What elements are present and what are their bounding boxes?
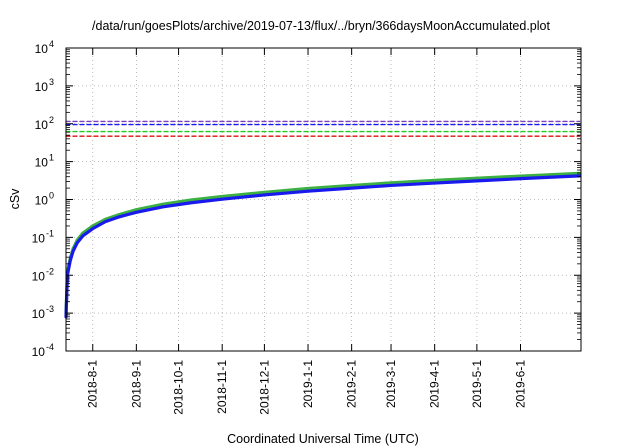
x-axis-label: Coordinated Universal Time (UTC) bbox=[227, 432, 419, 446]
y-tick-label: 102 bbox=[35, 115, 54, 132]
x-tick-label: 2019-3-1 bbox=[384, 360, 398, 408]
y-axis-label: cSv bbox=[8, 188, 22, 210]
x-tick-label: 2019-6-1 bbox=[513, 360, 527, 408]
y-tick-exponent: -3 bbox=[46, 304, 54, 314]
x-tick-label: 2019-4-1 bbox=[428, 360, 442, 408]
x-tick-label: 2019-1-1 bbox=[301, 360, 315, 408]
x-tick-label: 2018-12-1 bbox=[257, 360, 271, 415]
y-tick-exponent: 4 bbox=[49, 39, 54, 49]
y-tick-label: 100 bbox=[35, 191, 54, 208]
y-tick-exponent: 3 bbox=[49, 77, 54, 87]
y-tick-label: 10-3 bbox=[32, 304, 54, 321]
y-tick-exponent: 1 bbox=[49, 153, 54, 163]
y-tick-label: 10-1 bbox=[32, 228, 54, 245]
y-tick-exponent: 0 bbox=[49, 191, 54, 201]
y-tick-label: 104 bbox=[35, 39, 54, 56]
plot-frame bbox=[65, 47, 582, 352]
x-tick-label: 2018-8-1 bbox=[86, 360, 100, 408]
x-tick-label: 2018-10-1 bbox=[172, 360, 186, 415]
x-tick-label: 2018-9-1 bbox=[129, 360, 143, 408]
grid bbox=[66, 48, 581, 351]
y-tick-exponent: -1 bbox=[46, 228, 54, 238]
y-tick-label: 10-4 bbox=[32, 342, 54, 359]
y-tick-label: 101 bbox=[35, 153, 54, 170]
series-line-1 bbox=[64, 174, 582, 319]
plot-series bbox=[64, 120, 582, 319]
axis-ticks bbox=[66, 47, 581, 352]
y-tick-exponent: -2 bbox=[46, 266, 54, 276]
y-tick-exponent: -4 bbox=[46, 342, 54, 352]
x-tick-labels: 2018-8-1 2018-9-1 2018-10-1 2018-11-1 2018-1… bbox=[86, 360, 528, 415]
x-tick-label: 2019-5-1 bbox=[470, 360, 484, 408]
x-tick-label: 2018-11-1 bbox=[215, 360, 229, 414]
series-line-0 bbox=[64, 171, 582, 315]
y-tick-exponent: 2 bbox=[49, 115, 54, 125]
y-tick-label: 10-2 bbox=[32, 266, 54, 283]
x-tick-label: 2019-2-1 bbox=[345, 360, 359, 408]
y-tick-label: 103 bbox=[35, 77, 54, 94]
chart-title: /data/run/goesPlots/archive/2019-07-13/f… bbox=[92, 19, 550, 33]
